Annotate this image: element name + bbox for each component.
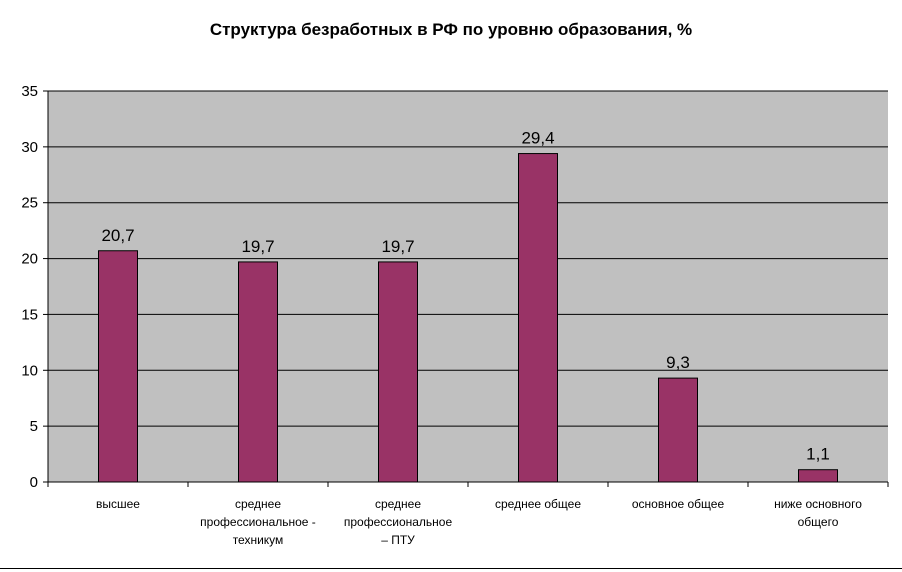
y-tick-label: 15 — [21, 306, 38, 323]
plot-background — [48, 91, 888, 482]
x-category-label: основное общее — [631, 497, 725, 511]
x-category-label: среднее общее — [494, 497, 582, 511]
y-tick-label: 0 — [30, 474, 38, 491]
data-label: 29,4 — [521, 129, 554, 148]
axes: 0 5 10 15 20 25 30 35 — [21, 83, 889, 491]
bar — [798, 469, 838, 483]
data-label: 19,7 — [381, 237, 414, 256]
x-category-label: ниже основного общего — [774, 497, 862, 529]
plot-area — [48, 91, 888, 482]
y-tick-label: 20 — [21, 251, 38, 268]
data-label: 20,7 — [101, 226, 134, 245]
x-category-label: высшее — [96, 497, 140, 511]
bars — [98, 153, 838, 483]
bar — [658, 377, 698, 483]
bottom-border — [0, 568, 902, 569]
x-category-label: среднее профессиональное - техникум — [200, 497, 316, 547]
data-label: 1,1 — [806, 445, 830, 464]
y-tick-label: 35 — [21, 83, 38, 100]
bar — [98, 250, 138, 483]
chart-title: Структура безработных в РФ по уровню обр… — [209, 20, 693, 39]
y-tick-label: 30 — [21, 139, 38, 156]
y-tick-label: 10 — [21, 362, 38, 379]
x-category-label: среднее профессиональное – ПТУ — [343, 497, 453, 547]
y-tick-label: 25 — [21, 195, 38, 212]
y-tick-label: 5 — [30, 418, 38, 435]
data-label: 19,7 — [241, 237, 274, 256]
bar — [378, 261, 418, 483]
gridlines — [48, 90, 888, 427]
data-labels: 20,7 19,7 19,7 29,4 9,3 1,1 — [101, 129, 829, 464]
bar — [238, 261, 278, 483]
bar — [518, 153, 558, 483]
data-label: 9,3 — [666, 353, 690, 372]
